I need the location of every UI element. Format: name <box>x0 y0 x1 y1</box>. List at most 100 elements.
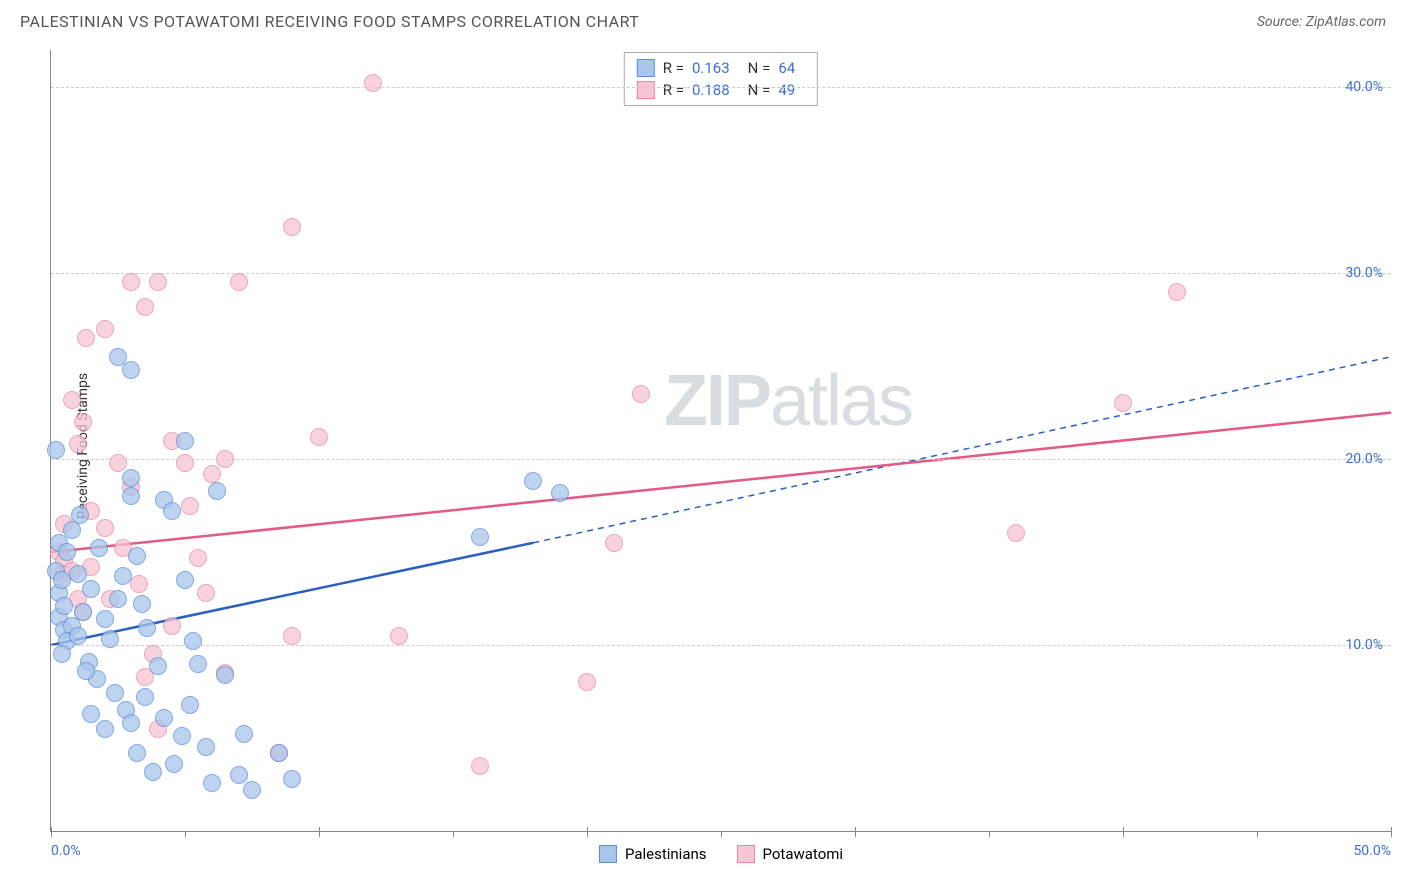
data-point-potawatomi <box>96 320 114 338</box>
data-point-potawatomi <box>77 329 95 347</box>
data-point-palestinians <box>144 763 162 781</box>
legend: Palestinians Potawatomi <box>599 845 843 863</box>
data-point-palestinians <box>82 705 100 723</box>
data-point-palestinians <box>90 539 108 557</box>
swatch-potawatomi <box>637 81 655 99</box>
data-point-potawatomi <box>96 519 114 537</box>
chart-title: PALESTINIAN VS POTAWATOMI RECEIVING FOOD… <box>20 12 639 31</box>
x-tick-minor <box>721 831 722 837</box>
source-attribution: Source: ZipAtlas.com <box>1257 14 1386 30</box>
data-point-palestinians <box>235 725 253 743</box>
data-point-potawatomi <box>130 575 148 593</box>
gridline <box>51 645 1391 646</box>
data-point-palestinians <box>96 610 114 628</box>
data-point-palestinians <box>181 696 199 714</box>
data-point-palestinians <box>82 580 100 598</box>
data-point-palestinians <box>74 603 92 621</box>
data-point-potawatomi <box>283 218 301 236</box>
data-point-palestinians <box>155 709 173 727</box>
data-point-palestinians <box>138 619 156 637</box>
data-point-palestinians <box>471 528 489 546</box>
data-point-palestinians <box>197 738 215 756</box>
x-tick-label: 50.0% <box>1353 843 1391 859</box>
legend-item-potawatomi: Potawatomi <box>737 845 844 863</box>
data-point-potawatomi <box>364 74 382 92</box>
swatch-palestinians-legend <box>599 845 617 863</box>
data-point-potawatomi <box>1007 524 1025 542</box>
swatch-palestinians <box>637 59 655 77</box>
data-point-palestinians <box>216 666 234 684</box>
data-point-palestinians <box>96 720 114 738</box>
data-point-palestinians <box>165 755 183 773</box>
data-point-palestinians <box>122 714 140 732</box>
data-point-palestinians <box>122 487 140 505</box>
data-point-palestinians <box>128 744 146 762</box>
legend-item-palestinians: Palestinians <box>599 845 707 863</box>
data-point-potawatomi <box>471 757 489 775</box>
y-tick-label: 20.0% <box>1345 451 1383 467</box>
data-point-potawatomi <box>149 273 167 291</box>
y-tick-label: 10.0% <box>1345 637 1383 653</box>
data-point-potawatomi <box>310 428 328 446</box>
data-point-palestinians <box>109 590 127 608</box>
gridline <box>51 459 1391 460</box>
data-point-palestinians <box>122 361 140 379</box>
data-point-palestinians <box>551 484 569 502</box>
x-tick <box>319 827 320 837</box>
data-point-potawatomi <box>109 454 127 472</box>
data-point-palestinians <box>55 597 73 615</box>
data-point-potawatomi <box>578 673 596 691</box>
watermark: ZIPatlas <box>664 360 912 442</box>
data-point-palestinians <box>149 657 167 675</box>
y-tick-label: 30.0% <box>1345 265 1383 281</box>
data-point-potawatomi <box>181 497 199 515</box>
x-tick <box>587 827 588 837</box>
y-tick-label: 40.0% <box>1345 79 1383 95</box>
x-tick <box>855 827 856 837</box>
correlation-stats-box: R = 0.163 N = 64 R = 0.188 N = 49 <box>624 52 818 106</box>
data-point-potawatomi <box>1168 283 1186 301</box>
data-point-potawatomi <box>203 465 221 483</box>
data-point-potawatomi <box>230 273 248 291</box>
data-point-potawatomi <box>63 391 81 409</box>
stats-row-palestinians: R = 0.163 N = 64 <box>637 57 805 79</box>
x-tick <box>51 827 52 837</box>
data-point-palestinians <box>133 595 151 613</box>
stats-row-potawatomi: R = 0.188 N = 49 <box>637 79 805 101</box>
gridline <box>51 273 1391 274</box>
data-point-potawatomi <box>163 617 181 635</box>
data-point-palestinians <box>53 645 71 663</box>
x-tick <box>1123 827 1124 837</box>
data-point-palestinians <box>184 632 202 650</box>
data-point-potawatomi <box>122 273 140 291</box>
data-point-potawatomi <box>136 298 154 316</box>
data-point-palestinians <box>77 662 95 680</box>
data-point-palestinians <box>524 472 542 490</box>
data-point-palestinians <box>69 627 87 645</box>
x-tick-minor <box>989 831 990 837</box>
data-point-palestinians <box>208 482 226 500</box>
data-point-palestinians <box>69 565 87 583</box>
data-point-palestinians <box>203 774 221 792</box>
x-tick-minor <box>453 831 454 837</box>
x-tick <box>1391 827 1392 837</box>
data-point-palestinians <box>136 688 154 706</box>
swatch-potawatomi-legend <box>737 845 755 863</box>
data-point-palestinians <box>243 781 261 799</box>
x-tick-label: 0.0% <box>51 843 81 859</box>
data-point-palestinians <box>101 630 119 648</box>
data-point-potawatomi <box>605 534 623 552</box>
data-point-potawatomi <box>283 627 301 645</box>
data-point-potawatomi <box>197 584 215 602</box>
x-tick-minor <box>1257 831 1258 837</box>
data-point-potawatomi <box>69 435 87 453</box>
data-point-palestinians <box>270 744 288 762</box>
gridline <box>51 87 1391 88</box>
data-point-palestinians <box>114 567 132 585</box>
data-point-potawatomi <box>74 413 92 431</box>
data-point-palestinians <box>189 655 207 673</box>
chart-plot-area: ZIPatlas R = 0.163 N = 64 R = 0.188 N = … <box>50 50 1391 832</box>
data-point-potawatomi <box>390 627 408 645</box>
data-point-potawatomi <box>176 454 194 472</box>
data-point-palestinians <box>176 571 194 589</box>
